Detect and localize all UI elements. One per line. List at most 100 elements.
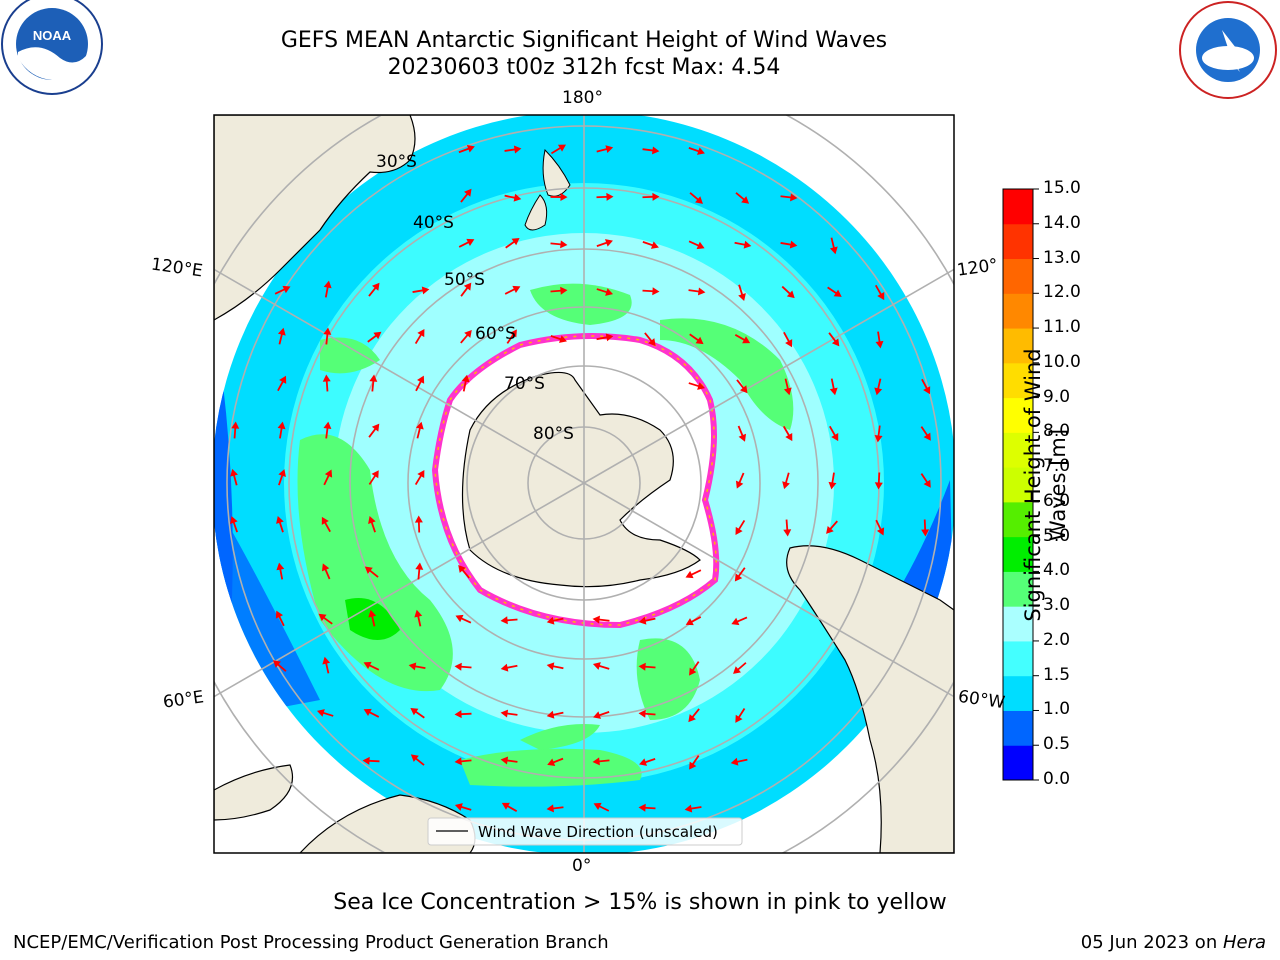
colorbar-segment bbox=[1003, 710, 1033, 746]
wind-arrow bbox=[550, 240, 568, 249]
wind-arrow bbox=[362, 756, 380, 765]
wind-arrow bbox=[454, 710, 472, 719]
colorbar-segment bbox=[1003, 640, 1033, 677]
australia-land bbox=[214, 115, 416, 321]
wind-arrow bbox=[638, 709, 656, 718]
wind-arrow bbox=[323, 421, 332, 439]
wind-arrow bbox=[738, 284, 746, 302]
wind-arrow bbox=[368, 282, 380, 297]
wind-arrow bbox=[874, 472, 883, 490]
wind-arrow bbox=[323, 327, 332, 345]
wind-arrow bbox=[596, 288, 614, 296]
wind-arrow bbox=[322, 656, 331, 674]
wind-arrow bbox=[460, 282, 472, 297]
wind-arrow bbox=[550, 144, 566, 155]
wind-arrow bbox=[592, 757, 610, 766]
wind-arrow bbox=[688, 708, 700, 723]
wind-arrow bbox=[454, 803, 472, 811]
wind-arrow bbox=[546, 710, 564, 719]
wind-arrow bbox=[638, 803, 656, 812]
wind-arrow bbox=[316, 709, 334, 717]
lat-label-60s: 60°S bbox=[475, 324, 516, 344]
colorbar-tick-label: 0.0 bbox=[1043, 769, 1071, 789]
wind-arrow bbox=[368, 516, 376, 533]
wind-wave-arrows bbox=[230, 144, 931, 813]
wind-arrow bbox=[368, 470, 379, 485]
wind-arrow bbox=[367, 331, 382, 343]
wind-arrow bbox=[731, 616, 748, 626]
wind-arrow bbox=[735, 192, 750, 204]
wind-arrow bbox=[277, 375, 287, 392]
colorbar-segment bbox=[1003, 328, 1033, 364]
wind-arrow bbox=[414, 469, 425, 486]
wind-arrow bbox=[829, 378, 838, 396]
lat-label-30s: 30°S bbox=[376, 152, 417, 172]
colorbar-segment bbox=[1003, 397, 1033, 433]
sea-ice-caption: Sea Ice Concentration > 15% is shown in … bbox=[333, 890, 947, 915]
colorbar-segment bbox=[1003, 536, 1033, 572]
legend-label: Wind Wave Direction (unscaled) bbox=[478, 823, 718, 841]
wind-arrow bbox=[920, 473, 931, 488]
wind-arrow bbox=[501, 802, 518, 812]
wind-arrow bbox=[323, 280, 332, 298]
wind-arrow bbox=[550, 193, 568, 202]
wind-arrow bbox=[368, 609, 377, 627]
wind-arrow bbox=[642, 192, 660, 201]
wind-arrow bbox=[415, 421, 424, 439]
colorbar-tick-label: 12.0 bbox=[1043, 282, 1081, 303]
nws-logo bbox=[1179, 1, 1277, 99]
wind-arrow bbox=[684, 804, 702, 813]
wind-arrow bbox=[505, 237, 520, 249]
wind-arrow bbox=[735, 708, 746, 723]
wind-arrow bbox=[458, 238, 475, 248]
wind-arrow bbox=[546, 804, 564, 813]
wind-arrow bbox=[596, 333, 614, 342]
chart-title: GEFS MEAN Antarctic Significant Height o… bbox=[280, 28, 888, 53]
footer-host: Hera bbox=[1222, 932, 1266, 953]
wind-arrow bbox=[321, 563, 331, 580]
colorbar-segment bbox=[1003, 432, 1033, 468]
wind-arrow bbox=[874, 425, 883, 443]
colorbar-tick-label: 9.0 bbox=[1043, 386, 1071, 407]
wind-arrow bbox=[272, 660, 287, 672]
wind-arrow bbox=[500, 709, 518, 718]
colorbar-tick-label: 1.5 bbox=[1043, 664, 1071, 685]
noaa-logo-text: NOAA bbox=[33, 28, 72, 43]
wind-arrow bbox=[734, 334, 751, 344]
lat-label-50s: 50°S bbox=[444, 270, 485, 290]
wind-arrow bbox=[500, 616, 518, 625]
wind-arrow bbox=[547, 757, 564, 766]
wind-arrow bbox=[593, 711, 610, 719]
wind-arrow bbox=[458, 145, 475, 154]
wind-arrow bbox=[550, 286, 568, 295]
wind-arrow bbox=[874, 378, 883, 396]
wind-arrow bbox=[278, 469, 286, 486]
wind-arrow bbox=[921, 519, 930, 537]
lon-label-180: 180° bbox=[562, 88, 603, 108]
wind-arrow bbox=[415, 562, 424, 580]
wind-arrow bbox=[454, 662, 472, 671]
wind-arrow bbox=[685, 616, 702, 626]
wind-arrow bbox=[827, 286, 842, 297]
wind-arrow bbox=[781, 285, 795, 299]
colorbar-tick-label: 11.0 bbox=[1043, 317, 1081, 338]
wind-arrow bbox=[274, 285, 291, 295]
wind-arrow bbox=[414, 609, 423, 627]
colorbar-segment bbox=[1003, 362, 1033, 399]
wind-arrow bbox=[408, 662, 426, 671]
wind-arrow bbox=[638, 616, 656, 625]
wind-arrow bbox=[638, 662, 656, 671]
wind-arrow bbox=[230, 516, 238, 533]
wind-arrow bbox=[412, 286, 430, 295]
wind-arrow bbox=[504, 145, 522, 154]
wind-arrow bbox=[230, 468, 238, 486]
wind-arrow bbox=[596, 145, 614, 154]
wind-arrow bbox=[730, 757, 748, 766]
wind-arrow bbox=[642, 240, 659, 249]
wind-arrow bbox=[829, 237, 838, 255]
colorbar-segment bbox=[1003, 675, 1033, 711]
colorbar-segment bbox=[1003, 606, 1033, 642]
wind-arrow bbox=[783, 519, 792, 537]
meridian-line bbox=[583, 268, 954, 484]
wind-arrow bbox=[275, 610, 285, 627]
